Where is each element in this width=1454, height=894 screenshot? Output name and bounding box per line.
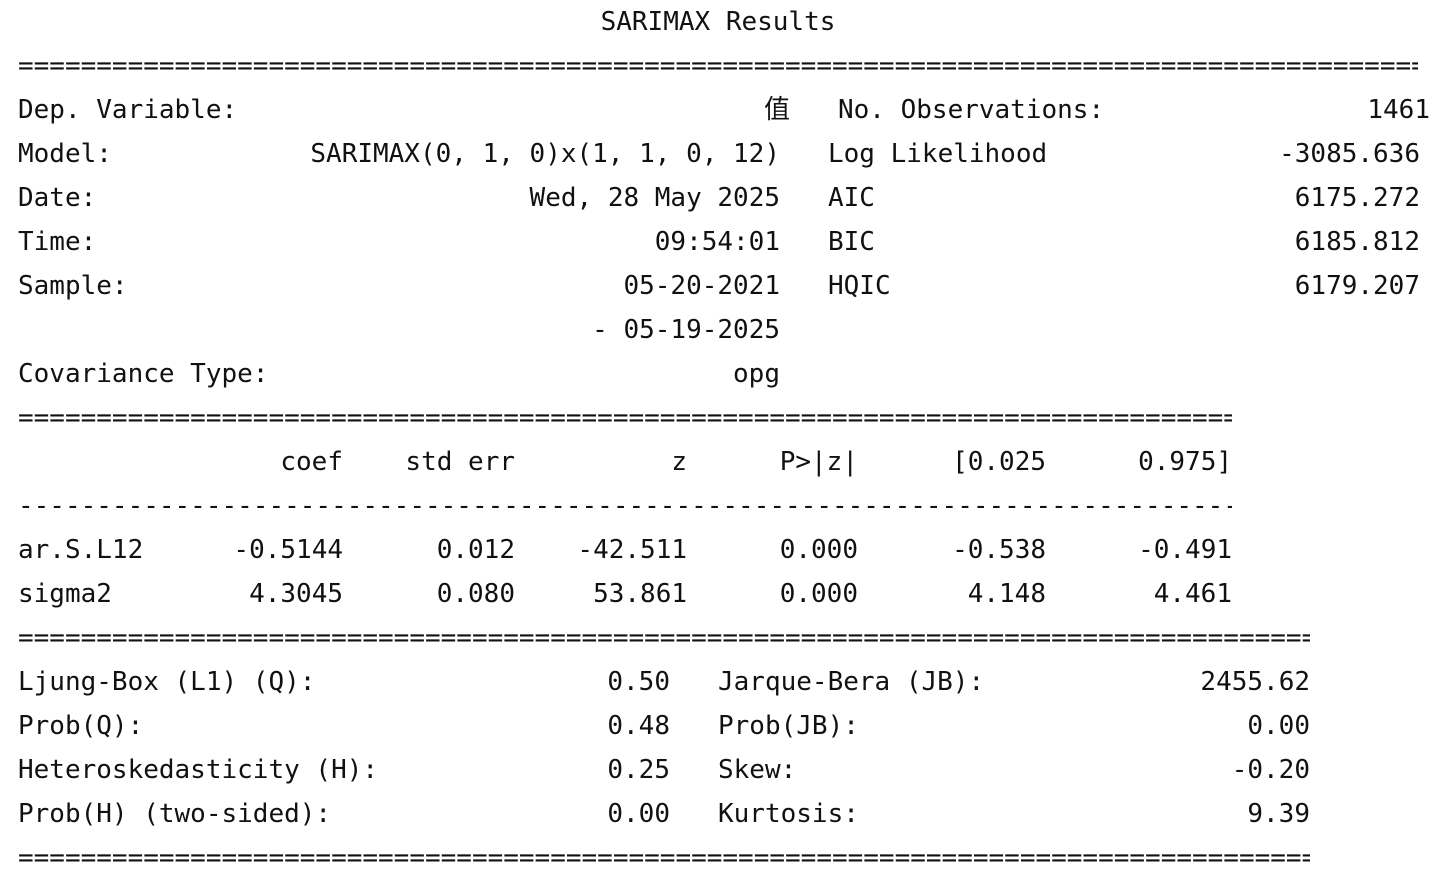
ljung-box-label: Ljung-Box (L1) (Q): [18, 667, 316, 697]
col-ci-lower: [0.025 [952, 447, 1046, 477]
date-label: Date: [18, 183, 97, 213]
coef-mid-rule: ----------------------------------------… [18, 491, 1232, 521]
kurtosis-value: 9.39 [1247, 799, 1310, 829]
jarque-bera-label: Jarque-Bera (JB): [718, 667, 985, 697]
top-rule: ========================================… [18, 51, 1418, 81]
kurtosis-label: Kurtosis: [718, 799, 859, 829]
diagnostics-top-rule: ========================================… [18, 623, 1310, 653]
prob-q-value: 0.48 [607, 711, 670, 741]
aic-label: AIC [828, 183, 875, 213]
skew-label: Skew: [718, 755, 797, 785]
prob-h-value: 0.00 [607, 799, 670, 829]
sample-label: Sample: [18, 271, 128, 301]
prob-jb-value: 0.00 [1247, 711, 1310, 741]
col-z: z [671, 447, 687, 477]
col-ci-upper: 0.975] [1138, 447, 1232, 477]
table-cell: 4.148 [967, 579, 1046, 609]
time-value: 09:54:01 [654, 227, 780, 257]
hqic-value: 6179.207 [1294, 271, 1420, 301]
table-cell: 0.080 [436, 579, 515, 609]
time-label: Time: [18, 227, 97, 257]
log-likelihood-label: Log Likelihood [828, 139, 1048, 169]
table-cell: 53.861 [593, 579, 687, 609]
dep-variable-label: Dep. Variable: [18, 95, 238, 125]
bic-value: 6185.812 [1294, 227, 1420, 257]
table-cell: -0.5144 [233, 535, 343, 565]
hqic-label: HQIC [828, 271, 891, 301]
prob-jb-label: Prob(JB): [718, 711, 859, 741]
sample-end-value: - 05-19-2025 [592, 315, 780, 345]
heteroskedasticity-label: Heteroskedasticity (H): [18, 755, 379, 785]
col-std-err: std err [405, 447, 515, 477]
prob-q-label: Prob(Q): [18, 711, 144, 741]
col-p-value: P>|z| [779, 447, 858, 477]
table-cell: 4.461 [1153, 579, 1232, 609]
model-label: Model: [18, 139, 112, 169]
sarimax-results-output: SARIMAX Results ========================… [18, 0, 1438, 894]
table-cell: 0.000 [779, 579, 858, 609]
col-coef: coef [280, 447, 343, 477]
table-cell: 0.000 [779, 535, 858, 565]
covariance-type-value: opg [733, 359, 780, 389]
table-cell: -0.491 [1138, 535, 1232, 565]
table-cell: -42.511 [577, 535, 687, 565]
covariance-type-label: Covariance Type: [18, 359, 269, 389]
prob-h-label: Prob(H) (two-sided): [18, 799, 332, 829]
skew-value: -0.20 [1231, 755, 1310, 785]
coef-top-rule: ========================================… [18, 403, 1232, 433]
sample-start-value: 05-20-2021 [623, 271, 780, 301]
bic-label: BIC [828, 227, 875, 257]
dep-variable-value: 值 [763, 95, 790, 125]
log-likelihood-value: -3085.636 [1279, 139, 1420, 169]
aic-value: 6175.272 [1294, 183, 1420, 213]
no-observations-label: No. Observations: [838, 95, 1105, 125]
results-title: SARIMAX Results [600, 7, 836, 37]
table-cell: 4.3045 [249, 579, 343, 609]
table-cell: 0.012 [436, 535, 515, 565]
heteroskedasticity-value: 0.25 [607, 755, 670, 785]
ljung-box-value: 0.50 [607, 667, 670, 697]
bottom-rule: ========================================… [18, 843, 1310, 873]
table-row-name: sigma2 [18, 579, 112, 609]
no-observations-value: 1461 [1367, 95, 1430, 125]
date-value: Wed, 28 May 2025 [529, 183, 780, 213]
jarque-bera-value: 2455.62 [1200, 667, 1310, 697]
table-row-name: ar.S.L12 [18, 535, 144, 565]
table-cell: -0.538 [952, 535, 1046, 565]
model-value: SARIMAX(0, 1, 0)x(1, 1, 0, 12) [310, 139, 780, 169]
